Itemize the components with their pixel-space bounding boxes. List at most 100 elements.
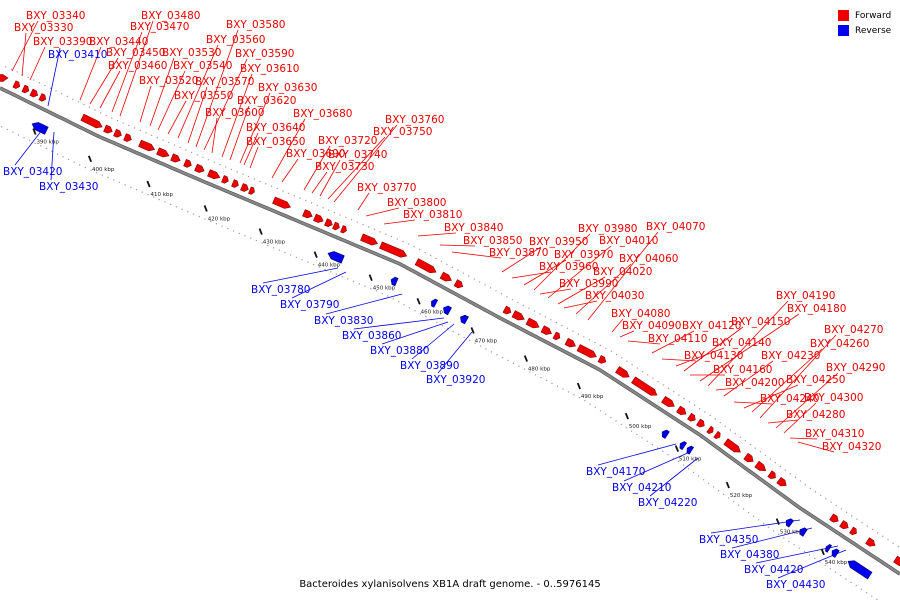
forward-gene-label: BXY_04030 [585, 290, 644, 302]
scale-tick [368, 274, 373, 282]
forward-label-leader [651, 330, 695, 354]
forward-gene-block [231, 179, 239, 188]
forward-label-leader [675, 347, 725, 367]
forward-label-leader [119, 20, 154, 117]
scale-tick-label: 540 kbp [825, 560, 848, 566]
forward-gene-label: BXY_03980 [578, 223, 637, 235]
forward-gene-label: BXY_04280 [786, 409, 845, 421]
forward-label-leader [557, 276, 606, 305]
scale-tick [725, 481, 730, 489]
forward-gene-label: BXY_03630 [258, 82, 317, 94]
scale-tick [674, 445, 679, 452]
forward-label-leader [357, 192, 370, 211]
forward-label-leader [451, 251, 502, 259]
forward-gene-block [183, 159, 192, 168]
forward-gene-label: BXY_04180 [787, 303, 846, 315]
forward-gene-label: BXY_03740 [328, 149, 387, 161]
reverse-gene-label: BXY_03830 [314, 315, 373, 327]
forward-gene-label: BXY_03600 [205, 107, 264, 119]
reverse-gene-block [686, 445, 695, 455]
forward-gene-label: BXY_04080 [611, 308, 670, 320]
forward-label-leader [311, 171, 328, 194]
forward-label-leader [789, 437, 818, 440]
forward-gene-label: BXY_03330 [14, 22, 73, 34]
forward-label-leader [365, 207, 400, 217]
forward-label-leader [611, 318, 624, 333]
forward-gene-block [576, 344, 597, 358]
scale-tick [313, 251, 318, 258]
scale-tick [775, 518, 780, 525]
forward-gene-label: BXY_04060 [619, 253, 678, 265]
forward-gene-block [754, 460, 767, 471]
forward-label-leader [797, 441, 835, 453]
scale-tick [470, 327, 475, 334]
legend: Forward Reverse [838, 8, 898, 38]
reverse-gene-label: BXY_04380 [720, 549, 779, 561]
forward-gene-label: BXY_03450 [106, 47, 165, 59]
forward-gene-label: BXY_03690 [286, 148, 345, 160]
forward-label-leader [707, 300, 789, 387]
scale-tick-label: 450 kbp [373, 286, 396, 292]
reverse-gene-label: BXY_04420 [744, 564, 803, 576]
forward-label-leader [563, 300, 598, 309]
forward-gene-label: BXY_04320 [822, 441, 881, 453]
forward-label-leader [211, 117, 218, 154]
forward-label-leader [21, 32, 27, 77]
forward-gene-label: BXY_03770 [357, 182, 416, 194]
forward-gene-block [839, 520, 849, 530]
scale-tick [146, 180, 151, 188]
forward-label-leader [627, 340, 661, 345]
reverse-gene-block [327, 251, 345, 264]
dotted-guides [0, 66, 900, 600]
forward-label-leader [439, 244, 476, 247]
forward-gene-block [332, 221, 340, 231]
forward-gene-block [113, 128, 122, 138]
forward-label-leader [79, 46, 102, 101]
forward-gene-label: BXY_03620 [237, 95, 296, 107]
reverse-label-leader [437, 331, 473, 374]
forward-gene-block [379, 241, 408, 258]
forward-label-leader [733, 401, 773, 405]
reverse-label-leader [597, 443, 677, 466]
forward-gene-label: BXY_03530 [162, 47, 221, 59]
reverse-label-leader [262, 267, 339, 284]
forward-gene-block [706, 425, 714, 434]
forward-gene-label: BXY_03440 [89, 36, 148, 48]
forward-gene-block [221, 175, 229, 184]
legend-forward[interactable]: Forward [838, 8, 898, 23]
forward-label-leader [533, 233, 591, 291]
gene-blocks [0, 74, 900, 580]
forward-gene-label: BXY_03950 [529, 236, 588, 248]
reverse-gene-label: BXY_04210 [612, 482, 671, 494]
forward-gene-label: BXY_04130 [684, 350, 743, 362]
scale-ticks: 390 kbp 400 kbp 410 kbp 420 kbp 430 kbp 440 k… [32, 128, 848, 566]
forward-label-leader [139, 85, 152, 123]
forward-gene-block [123, 133, 132, 142]
forward-gene-label: BXY_03640 [246, 122, 305, 134]
forward-gene-label: BXY_04010 [599, 235, 658, 247]
scale-tick [32, 128, 37, 135]
scale-tick-label: 400 kbp [92, 167, 115, 173]
forward-label-leader [229, 105, 250, 161]
forward-gene-label: BXY_03540 [173, 60, 232, 72]
forward-label-leader [203, 58, 248, 151]
forward-label-leader [99, 70, 121, 109]
reverse-gene-label: BXY_04220 [638, 497, 697, 509]
forward-gene-label: BXY_04290 [826, 362, 885, 374]
reverse-gene-block [785, 518, 795, 528]
forward-gene-block [0, 74, 9, 82]
forward-gene-block [631, 376, 658, 396]
legend-reverse[interactable]: Reverse [838, 23, 898, 38]
scale-tick-label: 520 kbp [730, 493, 753, 499]
forward-label-leader [327, 136, 386, 200]
forward-gene-label: BXY_04160 [713, 364, 772, 376]
scale-tick-label: 460 kbp [421, 309, 444, 315]
forward-gene-label: BXY_04140 [712, 337, 771, 349]
forward-gene-block [138, 139, 156, 152]
reverse-label-leader [14, 129, 43, 166]
forward-gene-label: BXY_04090 [622, 320, 681, 332]
forward-gene-label: BXY_03990 [559, 278, 618, 290]
scale-tick-label: 490 kbp [581, 394, 604, 400]
forward-gene-block [743, 452, 754, 463]
